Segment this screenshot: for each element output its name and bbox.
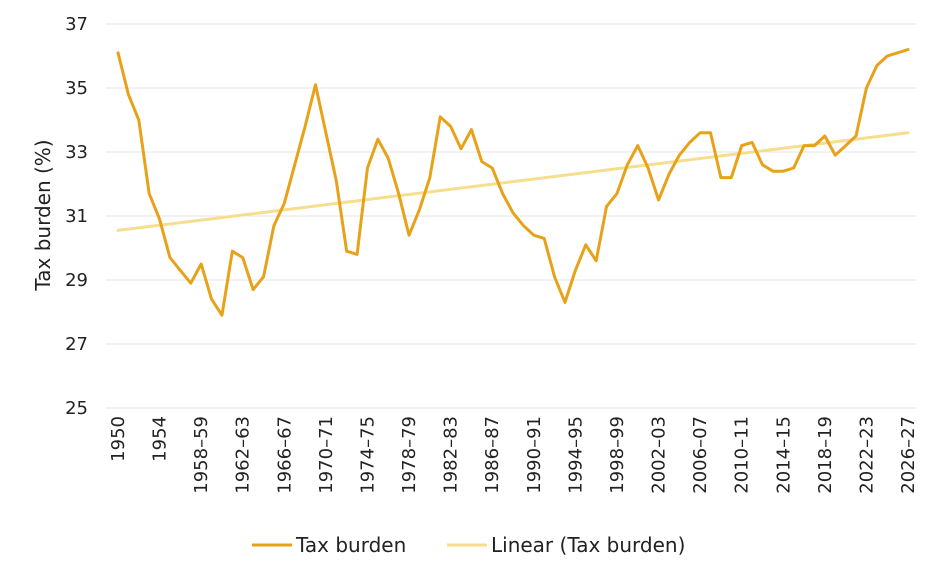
- y-tick-label: 27: [65, 334, 88, 355]
- x-tick-label: 2026–27: [898, 416, 919, 494]
- y-axis-ticks: 25 27 29 31 33 35 37: [65, 14, 88, 419]
- x-tick-label: 2022–23: [856, 416, 877, 494]
- x-tick-label: 1958–59: [191, 416, 212, 494]
- legend-item-linear: Linear (Tax burden): [447, 533, 685, 557]
- x-tick-label: 1966–67: [274, 416, 295, 494]
- x-tick-label: 1950: [108, 416, 129, 462]
- legend-label-linear-tax-burden: Linear (Tax burden): [491, 533, 685, 557]
- x-tick-label: 1962–63: [233, 416, 254, 494]
- x-tick-label: 2006–07: [690, 416, 711, 494]
- x-tick-label: 1986–87: [482, 416, 503, 494]
- legend-item-tax-burden: Tax burden: [252, 533, 406, 557]
- y-tick-label: 29: [65, 270, 88, 291]
- series-lines: [116, 48, 910, 317]
- series-line-tax-burden: [116, 48, 910, 317]
- y-tick-label: 37: [65, 14, 88, 35]
- x-tick-label: 1982–83: [441, 416, 462, 494]
- x-axis-ticks: 1950 1954 1958–59 1962–63 1966–67 1970–71 1974…: [108, 416, 919, 494]
- x-tick-label: 2018–19: [815, 416, 836, 494]
- y-tick-label: 25: [65, 398, 88, 419]
- y-tick-label: 31: [65, 206, 88, 227]
- x-tick-label: 2002–03: [649, 416, 670, 494]
- x-tick-label: 1994–95: [565, 416, 586, 494]
- y-tick-label: 33: [65, 142, 88, 163]
- legend: Tax burden Linear (Tax burden): [252, 533, 685, 557]
- x-tick-label: 2014–15: [773, 416, 794, 494]
- y-axis-title: Tax burden (%): [31, 139, 55, 291]
- legend-label-tax-burden: Tax burden: [295, 533, 406, 557]
- y-tick-label: 35: [65, 78, 88, 99]
- x-tick-label: 2010–11: [732, 416, 753, 494]
- series-line-linear-tax-burden: [116, 131, 910, 232]
- x-tick-label: 1990–91: [524, 416, 545, 494]
- x-tick-label: 1998–99: [607, 416, 628, 494]
- x-tick-label: 1978–79: [399, 416, 420, 494]
- x-tick-label: 1970–71: [316, 416, 337, 494]
- x-tick-label: 1954: [150, 416, 171, 462]
- x-tick-label: 1974–75: [357, 416, 378, 494]
